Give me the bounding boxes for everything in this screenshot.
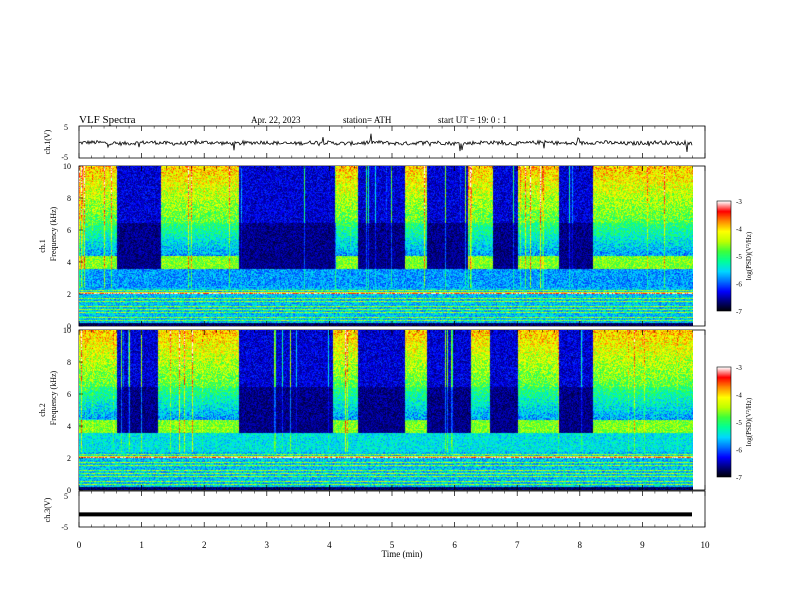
ch2-spectrogram-image <box>79 330 693 490</box>
colorbar-tick-label: -4 <box>736 226 742 234</box>
ch3-waveform-panel: 5 -5 ch.3(V) <box>43 490 706 532</box>
colorbar-tick-label: -6 <box>736 447 742 455</box>
ch1-spec-channel-label: ch.1 <box>38 239 47 253</box>
x-tick-label: 9 <box>640 540 645 550</box>
freq-tick-label: 4 <box>67 258 71 267</box>
x-axis: 0 1 2 3 4 5 6 7 8 9 10 <box>77 540 710 550</box>
ch1-spectrogram-panel: 0 2 4 6 8 10 ch.1 Frequency (kHz) <box>38 162 706 331</box>
x-axis-label: Time (min) <box>382 549 423 559</box>
start-time-label: start UT = 19: 0 : 1 <box>438 115 507 125</box>
x-tick-label: 2 <box>202 540 207 550</box>
ch3-ytick-top: 5 <box>64 492 68 501</box>
x-tick-label: 4 <box>327 540 332 550</box>
freq-tick-label: 0 <box>67 322 71 331</box>
ch1-ylabel: ch.1(V) <box>43 129 52 154</box>
freq-tick-label: 0 <box>67 486 71 495</box>
date-label: Apr. 22, 2023 <box>251 115 301 125</box>
x-tick-label: 6 <box>452 540 457 550</box>
x-tick-label: 7 <box>515 540 520 550</box>
x-tick-label: 3 <box>265 540 270 550</box>
colorbar-tick-label: -6 <box>736 281 742 289</box>
station-label: station= ATH <box>343 115 392 125</box>
ch1-spec-ylabel: Frequency (kHz) <box>49 206 58 261</box>
colorbar-tick-label: -4 <box>736 392 742 400</box>
ch1-colorbar-label: log(PSD)(V²/Hz) <box>745 231 753 280</box>
ch1-colorbar-image <box>717 201 731 311</box>
freq-tick-label: 8 <box>67 358 71 367</box>
ch1-waveform-panel: 5 -5 ch.1(V) <box>43 123 706 162</box>
colorbar-tick-label: -5 <box>736 253 742 261</box>
ch2-colorbar-image <box>717 367 731 477</box>
x-tick-label: 8 <box>578 540 583 550</box>
figure-title: VLF Spectra <box>79 114 136 126</box>
colorbar-tick-label: -7 <box>736 308 742 316</box>
freq-tick-label: 10 <box>63 326 71 335</box>
freq-tick-label: 6 <box>67 226 71 235</box>
ch2-spectrogram-panel: 0 2 4 6 8 10 ch.2 Frequency (kHz) <box>38 326 706 495</box>
ch2-colorbar: -3 -4 -5 -6 -7 log(PSD)(V²/Hz) <box>716 364 753 482</box>
ch1-ytick-bottom: -5 <box>61 153 68 162</box>
colorbar-tick-label: -7 <box>736 474 742 482</box>
ch2-spec-channel-label: ch.2 <box>38 403 47 417</box>
ch1-spectrogram-image <box>79 166 693 326</box>
colorbar-tick-label: -5 <box>736 419 742 427</box>
ch2-spec-ylabel: Frequency (kHz) <box>49 370 58 425</box>
x-tick-label: 5 <box>390 540 395 550</box>
ch1-colorbar: -3 -4 -5 -6 -7 log(PSD)(V²/Hz) <box>716 198 753 316</box>
ch3-ytick-bottom: -5 <box>61 523 68 532</box>
ch2-colorbar-label: log(PSD)(V²/Hz) <box>745 397 753 446</box>
ch1-waveform-line <box>79 133 693 152</box>
x-tick-label: 1 <box>139 540 144 550</box>
freq-tick-label: 6 <box>67 390 71 399</box>
x-tick-label: 10 <box>701 540 711 550</box>
freq-tick-label: 10 <box>63 162 71 171</box>
freq-tick-label: 2 <box>67 454 71 463</box>
colorbar-tick-label: -3 <box>736 198 742 206</box>
freq-tick-label: 8 <box>67 194 71 203</box>
ch1-ytick-top: 5 <box>64 123 68 132</box>
colorbar-tick-label: -3 <box>736 364 742 372</box>
freq-tick-label: 4 <box>67 422 71 431</box>
freq-tick-label: 2 <box>67 290 71 299</box>
x-tick-label: 0 <box>77 540 82 550</box>
ch3-ylabel: ch.3(V) <box>43 497 52 522</box>
